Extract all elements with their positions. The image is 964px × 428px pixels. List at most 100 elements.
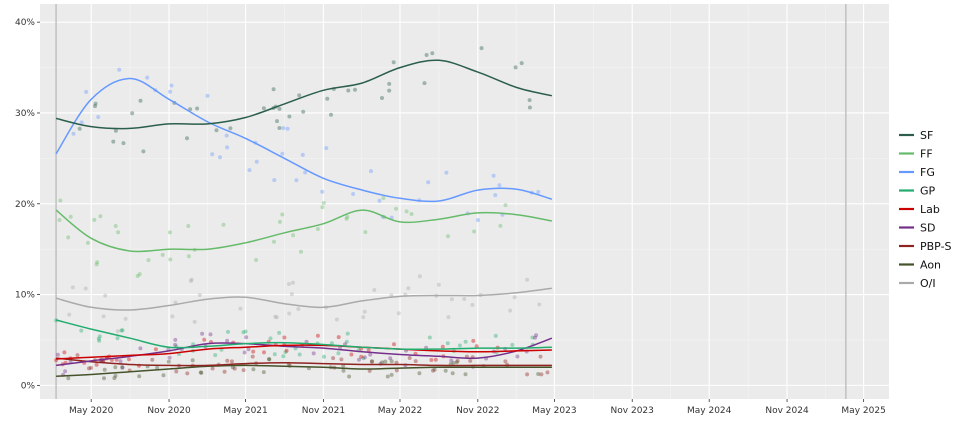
poll-point-ff xyxy=(58,198,63,203)
poll-point-lab xyxy=(429,358,434,362)
legend: SF FF FG GP Lab SD PBP-S Aon O/I xyxy=(899,129,952,290)
poll-point-sf xyxy=(214,128,219,133)
poll-point-gp xyxy=(243,329,248,334)
poll-point-aon xyxy=(120,365,125,370)
poll-point-o-i xyxy=(372,288,377,292)
poll-point-aon xyxy=(380,360,385,365)
poll-point-fg xyxy=(71,131,76,136)
poll-point-o-i xyxy=(192,319,197,324)
poll-point-fg xyxy=(218,155,222,160)
poll-point-sf xyxy=(430,51,435,56)
poll-point-o-i xyxy=(170,314,175,319)
x-tick-label: Nov 2023 xyxy=(611,406,654,416)
poll-point-aon xyxy=(166,359,171,364)
poll-point-sf xyxy=(391,60,396,65)
poll-point-sf xyxy=(329,112,333,117)
poll-point-aon xyxy=(383,359,388,364)
legend-label-pbp-s: PBP-S xyxy=(920,240,952,253)
poll-point-fg xyxy=(303,170,308,175)
poll-point-sd xyxy=(534,333,539,338)
poll-point-pbp-s xyxy=(538,354,543,359)
poll-point-aon xyxy=(454,360,459,365)
poll-point-ff xyxy=(299,249,303,254)
poll-point-o-i xyxy=(406,286,411,291)
poll-point-aon xyxy=(370,359,374,364)
poll-point-sf xyxy=(275,119,279,124)
poll-point-sf xyxy=(277,106,282,111)
poll-point-aon xyxy=(66,376,71,381)
poll-point-fg xyxy=(476,218,480,223)
poll-point-ff xyxy=(113,224,118,228)
poll-point-o-i xyxy=(197,293,202,297)
poll-point-fg xyxy=(493,193,498,198)
poll-point-fg xyxy=(300,152,305,157)
poll-point-fg xyxy=(254,159,259,164)
major-gridlines xyxy=(40,4,889,399)
poll-point-o-i xyxy=(512,295,517,300)
poll-point-sd xyxy=(120,365,125,370)
poll-point-lab xyxy=(262,350,266,355)
poll-point-fg xyxy=(281,126,286,131)
poll-point-ff xyxy=(291,233,296,238)
plot-panel xyxy=(40,4,889,399)
poll-point-sf xyxy=(228,126,233,131)
trend-line-pbp-s xyxy=(56,357,552,367)
poll-point-aon xyxy=(385,374,390,379)
x-tick-label: May 2021 xyxy=(223,406,267,416)
trend-line-aon xyxy=(56,364,552,378)
poll-point-sd xyxy=(304,339,309,344)
poll-point-lab xyxy=(251,349,256,354)
poll-point-o-i xyxy=(537,302,542,307)
poll-point-pbp-s xyxy=(525,372,530,377)
y-tick-label: 30% xyxy=(15,109,35,119)
poll-point-pbp-s xyxy=(229,359,234,364)
poll-point-pbp-s xyxy=(331,356,336,361)
poll-point-fg xyxy=(96,115,101,119)
poll-point-aon xyxy=(155,365,160,370)
poll-point-ff xyxy=(98,214,103,219)
poll-point-o-i xyxy=(188,279,193,283)
poll-point-o-i xyxy=(462,297,467,301)
poll-point-gp xyxy=(283,350,288,355)
poll-point-aon xyxy=(443,368,448,373)
poll-point-ff xyxy=(135,274,140,278)
poll-point-gp xyxy=(322,354,326,359)
poll-point-sd xyxy=(533,335,537,340)
poll-point-ff xyxy=(503,203,508,208)
poll-point-pbp-s xyxy=(75,353,80,358)
poll-point-ff xyxy=(381,196,386,200)
poll-point-fg xyxy=(84,89,89,94)
poll-point-sf xyxy=(93,101,98,106)
poll-point-fg xyxy=(280,151,285,156)
poll-point-o-i xyxy=(273,314,278,319)
poll-point-pbp-s xyxy=(407,356,412,360)
poll-point-o-i xyxy=(446,315,451,320)
poll-point-sf xyxy=(387,81,392,86)
poll-point-aon xyxy=(341,368,346,373)
poll-point-sf xyxy=(325,96,330,101)
poll-point-fg xyxy=(369,169,373,174)
poll-point-aon xyxy=(432,367,437,372)
poll-point-sf xyxy=(113,128,118,133)
poll-point-fg xyxy=(491,173,496,178)
poll-point-sf xyxy=(130,111,135,116)
poll-point-o-i xyxy=(417,274,422,279)
x-tick-label: May 2025 xyxy=(841,406,885,416)
poll-point-gp xyxy=(226,329,230,334)
poll-point-o-i xyxy=(396,311,401,316)
poll-point-o-i xyxy=(449,297,454,302)
poll-point-aon xyxy=(190,358,195,363)
poll-point-sf xyxy=(195,106,200,111)
poll-point-sf xyxy=(77,126,82,131)
x-tick-label: Nov 2021 xyxy=(302,406,345,416)
poll-point-gp xyxy=(457,343,462,348)
poll-point-o-i xyxy=(123,316,128,321)
poll-point-ff xyxy=(409,212,414,216)
poll-point-o-i xyxy=(287,311,292,316)
poll-point-o-i xyxy=(361,315,366,320)
poll-point-ff xyxy=(320,205,325,210)
poll-point-pbp-s xyxy=(225,358,230,363)
poll-point-gp xyxy=(493,333,498,338)
poll-point-gp xyxy=(345,331,350,336)
